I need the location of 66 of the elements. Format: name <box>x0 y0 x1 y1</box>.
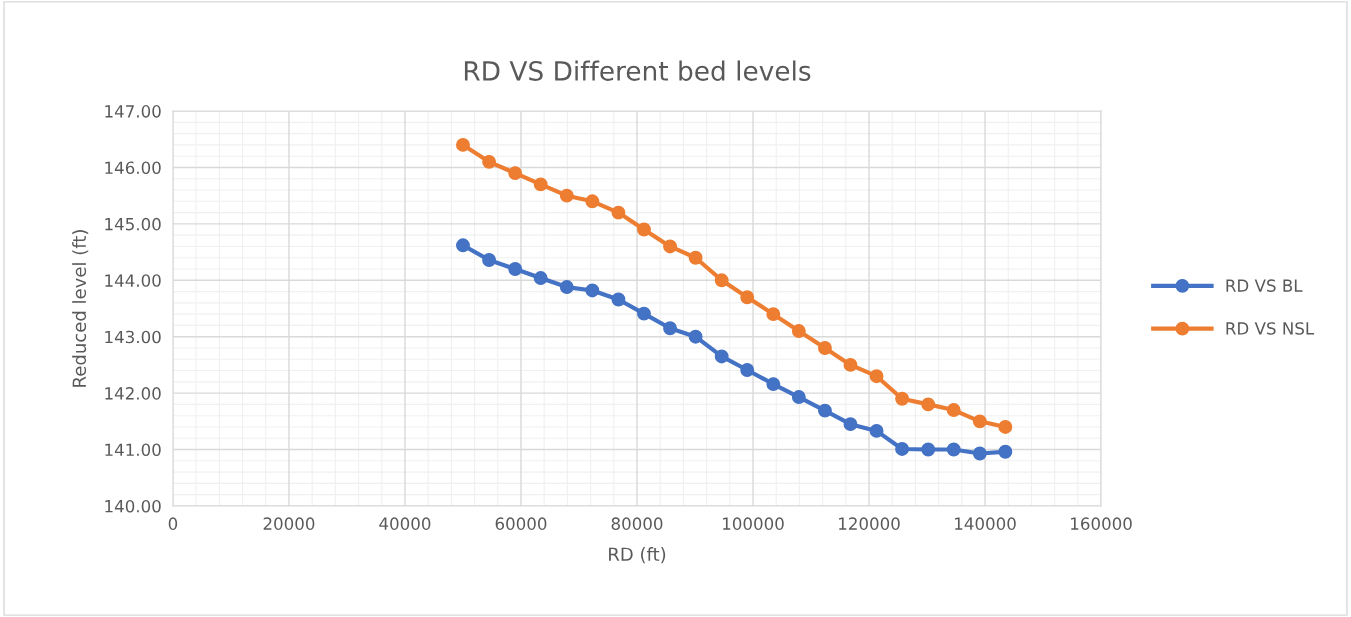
y-tick-label: 142.00 <box>105 387 161 400</box>
y-tick-label: 144.00 <box>105 274 161 287</box>
y-tick-label: 141.00 <box>105 443 161 457</box>
point <box>663 321 678 336</box>
point <box>611 292 626 307</box>
x-tick-label: 100000 <box>723 517 784 530</box>
point <box>972 414 987 429</box>
point <box>482 154 497 169</box>
point <box>714 349 729 364</box>
chart-title: RD VS Different bed levels <box>464 60 811 81</box>
point <box>533 177 548 192</box>
x-tick-label: 120000 <box>839 517 900 530</box>
y-tick-label: 143.00 <box>105 330 161 344</box>
point <box>817 403 832 418</box>
point <box>637 222 651 237</box>
point <box>508 262 523 276</box>
point <box>456 137 470 152</box>
point <box>998 420 1013 434</box>
point <box>791 390 806 405</box>
point <box>637 306 651 321</box>
point <box>456 238 470 253</box>
point <box>559 188 574 203</box>
x-tick-label: 60000 <box>495 517 547 530</box>
x-axis-title: RD (ft) <box>609 547 666 564</box>
point <box>843 417 858 432</box>
point <box>869 369 884 384</box>
y-tick-label: 146.00 <box>105 161 161 175</box>
point <box>740 290 755 305</box>
point <box>740 363 755 377</box>
point <box>585 283 600 298</box>
x-tick-label: 40000 <box>379 517 431 530</box>
x-tick-label: 20000 <box>263 517 315 530</box>
x-tick-label: 80000 <box>611 517 663 530</box>
point <box>895 442 910 456</box>
point <box>688 329 703 344</box>
point <box>921 397 936 412</box>
point <box>843 357 858 372</box>
point <box>869 423 884 438</box>
point <box>663 239 678 254</box>
point <box>559 280 574 295</box>
y-tick-label: 145.00 <box>105 217 161 231</box>
x-tick-label: 0 <box>168 517 178 530</box>
y-axis-title: Reduced level (ft) <box>72 230 89 387</box>
point <box>972 446 987 461</box>
x-tick-label: 140000 <box>955 517 1016 530</box>
legend-label: RD VS NSL <box>1226 322 1315 335</box>
point <box>688 250 703 265</box>
point <box>611 205 626 220</box>
legend-label: RD VS BL <box>1226 279 1303 292</box>
point <box>921 442 936 457</box>
point <box>508 166 523 181</box>
point <box>585 194 600 209</box>
point <box>946 442 961 457</box>
point <box>817 341 832 355</box>
point <box>895 391 910 406</box>
point <box>714 273 729 288</box>
point <box>766 377 781 392</box>
point <box>482 253 497 267</box>
point <box>946 403 961 417</box>
x-tick-label: 160000 <box>1071 517 1132 530</box>
point <box>533 271 548 285</box>
y-tick-label: 147.00 <box>105 105 161 118</box>
point <box>766 307 781 322</box>
y-tick-label: 140.00 <box>105 499 161 513</box>
point <box>791 324 806 339</box>
point <box>998 444 1013 459</box>
